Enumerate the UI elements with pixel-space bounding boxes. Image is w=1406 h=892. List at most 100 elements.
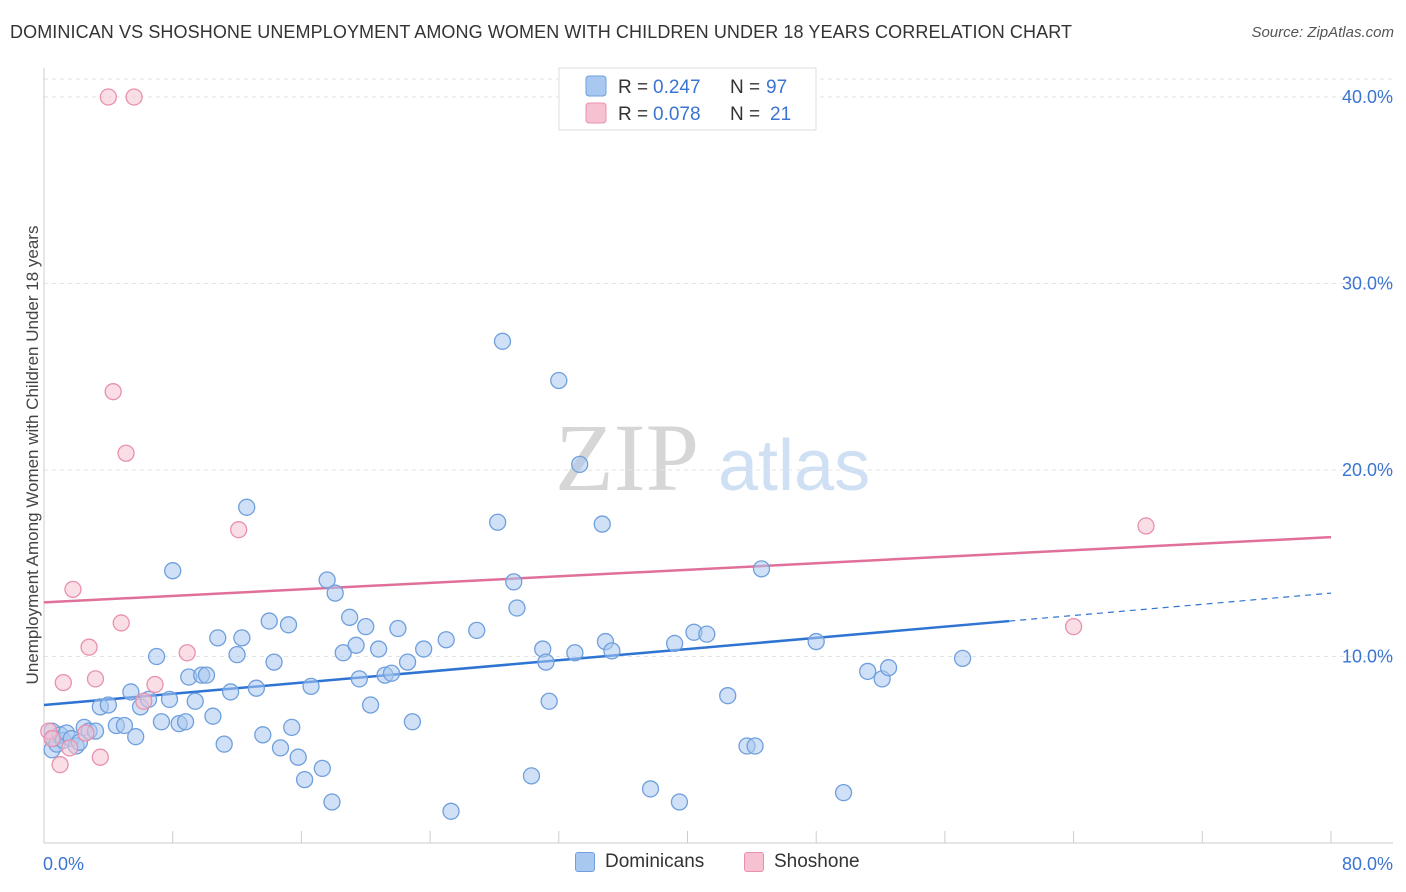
point-dominicans (265, 653, 283, 671)
point-dominicans (152, 713, 171, 731)
point-shoshone (99, 88, 117, 106)
legend-n-value-2: 21 (770, 104, 791, 125)
bottom-legend-swatch-dominicans (575, 852, 595, 872)
point-dominicans (238, 498, 256, 516)
point-dominicans (382, 664, 401, 682)
trend-line-dominicans-extension (1009, 592, 1332, 622)
point-dominicans (271, 739, 290, 757)
point-dominicans (186, 692, 204, 710)
point-dominicans (254, 726, 272, 744)
point-dominicans (247, 679, 266, 697)
legend: R = 0.247 N = 97 R = 0.078 N = 21 (558, 67, 817, 131)
y-tick-label: 10.0% (1342, 647, 1393, 667)
y-tick-label: 20.0% (1342, 460, 1393, 480)
point-dominicans (540, 692, 558, 710)
point-dominicans (279, 616, 298, 634)
bottom-legend-swatch-shoshone (744, 852, 764, 872)
point-dominicans (209, 629, 227, 647)
y-tick-label: 30.0% (1342, 274, 1393, 294)
point-dominicans (508, 599, 526, 617)
point-dominicans (593, 515, 611, 533)
point-dominicans (115, 716, 134, 735)
point-dominicans (147, 647, 166, 666)
point-dominicans (361, 696, 380, 714)
bottom-legend-label-shoshone: Shoshone (774, 851, 860, 872)
point-shoshone (125, 88, 143, 106)
trend-line-dominicans (43, 619, 1010, 707)
point-dominicans (505, 573, 523, 591)
point-shoshone (54, 673, 72, 692)
point-shoshone (77, 724, 95, 742)
point-dominicans (746, 737, 764, 755)
point-dominicans (719, 687, 737, 705)
point-shoshone (51, 756, 69, 774)
point-shoshone (64, 580, 82, 599)
point-dominicans (326, 584, 344, 602)
point-shoshone (117, 444, 135, 462)
point-dominicans (493, 332, 512, 350)
point-dominicans (233, 629, 251, 647)
trend-line-shoshone (43, 535, 1332, 604)
y-axis-label: Unemployment Among Women with Children U… (23, 226, 42, 685)
trend-lines (43, 535, 1332, 707)
x-tick-max: 80.0% (1342, 854, 1393, 874)
point-dominicans (289, 748, 307, 766)
point-dominicans (489, 513, 507, 531)
point-dominicans (859, 662, 877, 681)
point-dominicans (122, 683, 140, 701)
point-dominicans (295, 770, 314, 789)
point-dominicans (698, 625, 716, 643)
bottom-legend-dominicans: Dominicans (575, 851, 704, 873)
point-dominicans (807, 632, 825, 651)
point-dominicans (347, 636, 365, 654)
point-shoshone (43, 729, 61, 748)
point-dominicans (197, 666, 216, 684)
point-dominicans (204, 707, 222, 725)
point-dominicans (665, 634, 684, 653)
point-dominicans (221, 683, 240, 701)
point-shoshone (112, 614, 130, 632)
point-dominicans (415, 640, 433, 658)
point-shoshone (230, 521, 248, 539)
point-dominicans (566, 644, 584, 662)
point-dominicans (176, 713, 195, 731)
point-dominicans (437, 631, 455, 649)
legend-n-value-1: 97 (766, 77, 787, 98)
point-dominicans (398, 653, 417, 671)
point-dominicans (313, 759, 331, 778)
legend-n-label-1: N = (730, 77, 760, 98)
legend-swatch-shoshone (585, 102, 607, 124)
point-dominicans (550, 371, 568, 390)
legend-r-label-1: R = (618, 77, 648, 98)
point-dominicans (215, 735, 233, 753)
point-dominicans (537, 653, 555, 671)
point-dominicans (752, 560, 771, 578)
point-shoshone (1064, 618, 1083, 636)
point-dominicans (834, 783, 853, 802)
legend-swatch-dominicans (585, 75, 607, 97)
point-dominicans (99, 696, 117, 714)
chart-title: DOMINICAN VS SHOSHONE UNEMPLOYMENT AMONG… (10, 22, 1073, 42)
point-dominicans (641, 780, 660, 798)
point-shoshone (80, 638, 98, 656)
watermark-atlas: atlas (718, 426, 870, 506)
point-dominicans (603, 642, 621, 660)
chart-source: Source: ZipAtlas.com (1251, 24, 1394, 41)
point-shoshone (104, 383, 122, 401)
axes: 10.0% 20.0% 30.0% 40.0% (43, 68, 1393, 844)
point-dominicans (318, 571, 336, 589)
legend-r-value-2: 0.078 (653, 104, 701, 125)
point-dominicans (228, 645, 246, 664)
data-points (40, 88, 1155, 820)
point-dominicans (341, 608, 359, 626)
legend-r-label-2: R = (618, 104, 648, 125)
point-dominicans (160, 690, 179, 709)
point-dominicans (468, 621, 486, 640)
point-dominicans (369, 640, 388, 658)
point-shoshone (1137, 517, 1155, 535)
point-shoshone (146, 675, 164, 694)
bottom-legend-label-dominicans: Dominicans (605, 851, 705, 872)
point-shoshone (135, 692, 153, 710)
y-tick-label: 40.0% (1342, 87, 1393, 107)
